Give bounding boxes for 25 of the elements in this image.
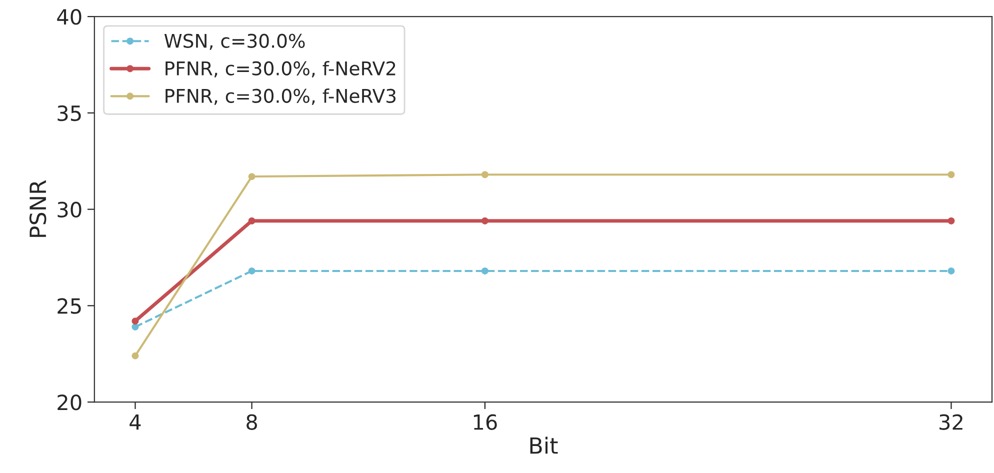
y-tick-label: 40 xyxy=(57,9,82,25)
x-tick-label: 32 xyxy=(940,414,962,430)
point xyxy=(948,268,955,274)
y-tick-label: 20 xyxy=(58,394,82,410)
y-tick-label: 35 xyxy=(58,105,81,122)
point xyxy=(948,217,955,224)
x-tick-label: 8 xyxy=(246,414,257,430)
point xyxy=(248,268,256,274)
point xyxy=(481,171,488,178)
point xyxy=(481,268,488,274)
x-tick-label: 4 xyxy=(130,414,141,430)
point xyxy=(481,217,488,224)
y-tick-label: 30 xyxy=(58,202,82,218)
x-axis-title: Bit xyxy=(530,436,558,454)
x-tick-label: 16 xyxy=(474,414,497,430)
y-axis-title: PSNR xyxy=(29,180,46,237)
point xyxy=(132,318,139,325)
legend-label: PFNR, c=30.0%, f-NeRV2 xyxy=(166,60,396,78)
point xyxy=(248,217,256,224)
point xyxy=(132,352,139,360)
point xyxy=(248,173,256,180)
legend-label: PFNR, c=30.0%, f-NeRV3 xyxy=(166,88,396,105)
y-tick-label: 25 xyxy=(58,298,81,314)
legend-label: WSN, c=30.0% xyxy=(164,34,305,50)
point xyxy=(948,171,955,178)
